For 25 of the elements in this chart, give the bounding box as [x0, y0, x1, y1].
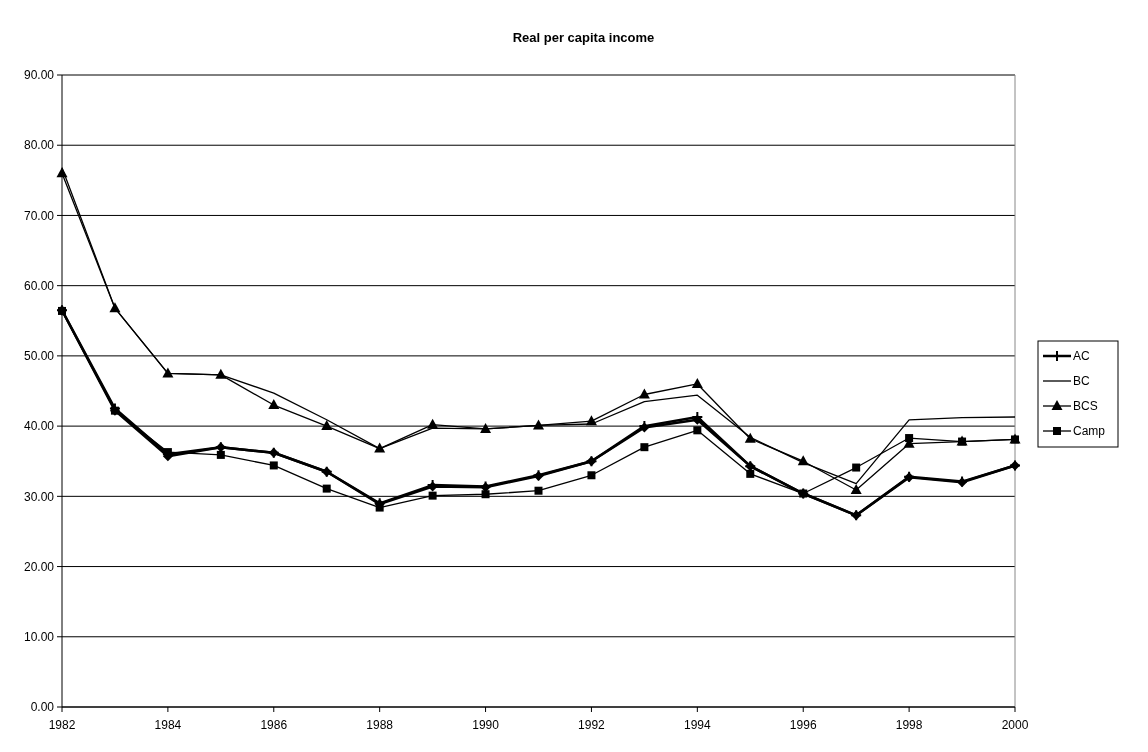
y-tick-label: 20.00	[23, 559, 55, 574]
x-tick-label: 1982	[48, 718, 76, 732]
x-tick-label: 1994	[683, 718, 711, 732]
x-tick-label: 2000	[1001, 718, 1029, 732]
y-tick-label: 10.00	[23, 629, 55, 644]
x-tick-label: 1986	[260, 718, 288, 732]
chart-title: Real per capita income	[512, 30, 655, 45]
legend-label: BC	[1073, 374, 1090, 389]
x-tick-label: 1984	[154, 718, 182, 732]
x-tick-label: 1996	[789, 718, 817, 732]
x-tick-label: 1990	[472, 718, 500, 732]
y-tick-label: 0.00	[30, 700, 55, 715]
y-tick-label: 40.00	[23, 419, 55, 434]
legend-label: Camp	[1073, 424, 1106, 439]
x-tick-label: 1992	[578, 718, 606, 732]
x-tick-label: 1988	[366, 718, 394, 732]
y-tick-label: 30.00	[23, 489, 55, 504]
y-tick-label: 90.00	[23, 68, 55, 83]
legend-label: AC	[1073, 349, 1090, 364]
y-tick-label: 70.00	[23, 208, 55, 223]
y-tick-label: 60.00	[23, 278, 55, 293]
y-tick-label: 50.00	[23, 349, 55, 364]
y-tick-label: 80.00	[23, 138, 55, 153]
x-tick-label: 1998	[895, 718, 923, 732]
legend-label: BCS	[1073, 399, 1098, 414]
